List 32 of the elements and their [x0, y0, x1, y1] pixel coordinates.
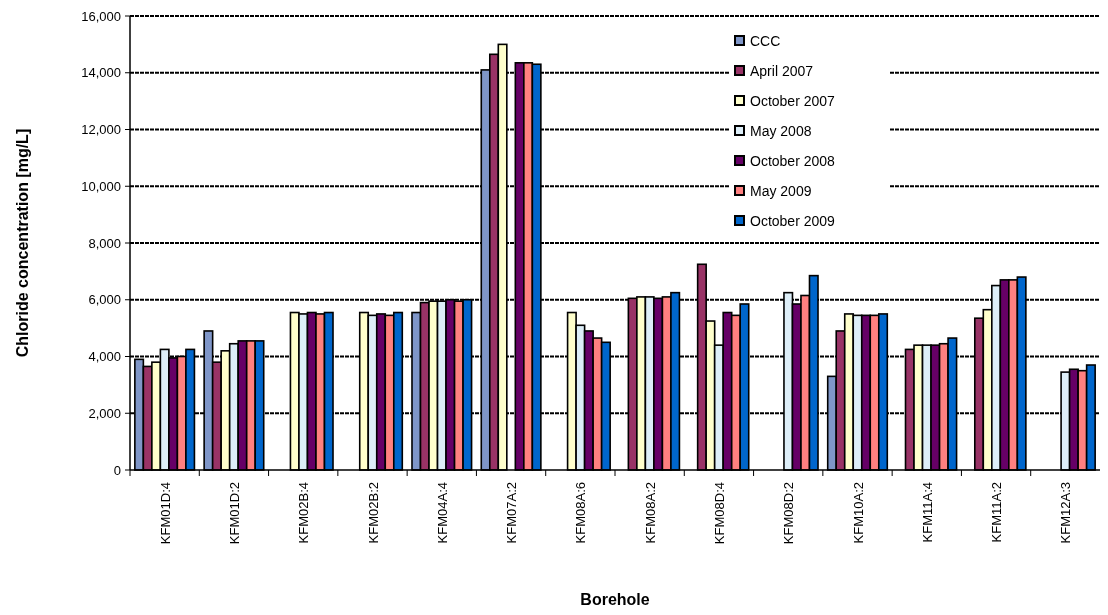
x-axis-title: Borehole — [580, 591, 650, 608]
legend-label: October 2007 — [750, 92, 836, 109]
y-tick-label: 14,000 — [81, 65, 121, 81]
x-tick-label: KFM08D:4 — [711, 482, 727, 545]
y-tick-label: 16,000 — [81, 8, 121, 24]
y-tick-label: 10,000 — [81, 178, 121, 194]
x-tick-label: KFM07A:2 — [504, 482, 520, 544]
x-tick-label: KFM02B:2 — [365, 482, 381, 544]
x-tick-label: KFM08D:2 — [781, 482, 797, 545]
x-tick-label: KFM12A:3 — [1058, 482, 1074, 544]
x-tick-label: KFM01D:4 — [157, 482, 173, 545]
y-tick-label: 6,000 — [88, 292, 121, 308]
y-tick-label: 8,000 — [88, 235, 121, 251]
legend-label: October 2008 — [750, 152, 836, 169]
x-tick-label: KFM11A:4 — [919, 482, 935, 543]
x-tick-label: KFM02B:4 — [296, 482, 312, 544]
x-tick-label: KFM04A:4 — [434, 482, 450, 544]
x-tick-label: KFM10A:2 — [850, 482, 866, 544]
legend-label: CCC — [750, 32, 781, 49]
legend-label: April 2007 — [750, 62, 814, 79]
legend-label: May 2008 — [750, 122, 812, 139]
x-tick-label: KFM08A:6 — [573, 482, 589, 544]
y-tick-label: 12,000 — [81, 122, 121, 138]
legend-label: October 2009 — [750, 212, 836, 229]
x-tick-label: KFM11A:2 — [989, 482, 1005, 543]
y-tick-label: 4,000 — [88, 349, 121, 365]
legend-label: May 2009 — [750, 182, 812, 199]
x-tick-label: KFM08A:2 — [642, 482, 658, 544]
y-tick-label: 0 — [113, 462, 121, 478]
x-tick-label: KFM01D:2 — [226, 482, 242, 545]
y-axis-title: Chloride concentration [mg/L] — [14, 128, 31, 358]
y-tick-label: 2,000 — [88, 405, 121, 421]
